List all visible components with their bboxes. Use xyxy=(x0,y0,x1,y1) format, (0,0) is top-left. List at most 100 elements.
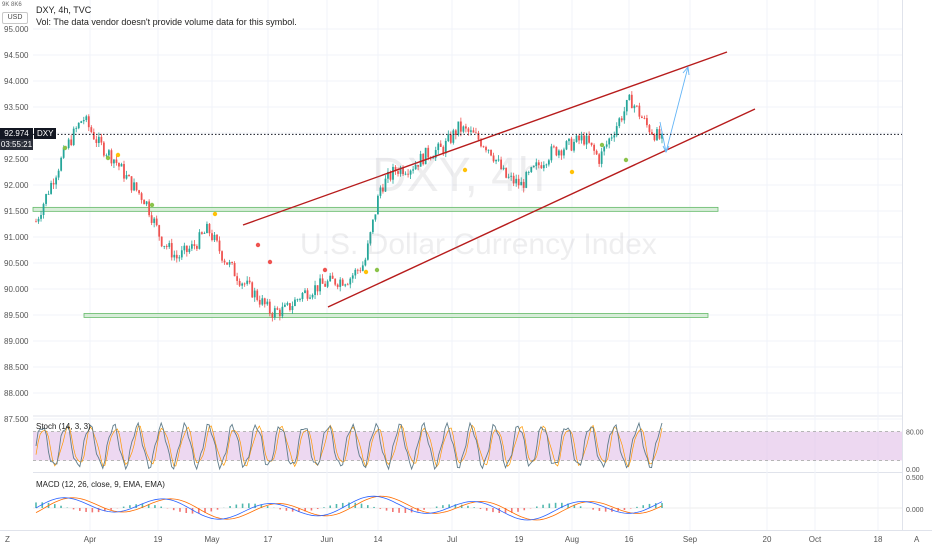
macd-histogram-bar xyxy=(661,503,663,508)
macd-histogram-bar xyxy=(599,508,601,511)
candle-body xyxy=(60,158,62,171)
time-tick-label: Sep xyxy=(683,535,698,544)
volume-note: Vol: The data vendor doesn't provide vol… xyxy=(36,17,297,27)
macd-histogram-bar xyxy=(655,503,657,508)
macd-histogram-bar xyxy=(329,506,331,508)
candle-body xyxy=(38,219,40,222)
candle-body xyxy=(176,255,178,259)
macd-histogram-bar xyxy=(442,505,444,508)
candle-body xyxy=(601,151,603,163)
candle-body xyxy=(573,142,575,151)
macd-histogram-bar xyxy=(480,508,482,509)
macd-histogram-bar xyxy=(92,508,94,512)
price-tick-label: 90.000 xyxy=(4,285,29,294)
candle-body xyxy=(638,106,640,117)
candle-body xyxy=(294,300,296,306)
macd-histogram-bar xyxy=(580,506,582,508)
stoch-axis-label: 0.00 xyxy=(906,467,920,474)
macd-histogram-bar xyxy=(624,508,626,510)
macd-histogram-bar xyxy=(173,508,175,510)
candle-body xyxy=(473,130,475,132)
macd-label[interactable]: MACD (12, 26, close, 9, EMA, EMA) xyxy=(36,480,165,489)
time-tick-label: 16 xyxy=(625,535,634,544)
candle-body xyxy=(88,116,90,127)
current-price-badge: 92.974 xyxy=(0,128,33,139)
stoch-label[interactable]: Stoch (14, 3, 3) xyxy=(36,422,91,431)
candle-body xyxy=(219,241,221,252)
signal-dot xyxy=(570,170,574,174)
macd-histogram-bar xyxy=(636,507,638,508)
time-tick-label: 17 xyxy=(264,535,273,544)
candle-body xyxy=(287,303,289,305)
candle-body xyxy=(586,136,588,145)
candle-body xyxy=(289,303,291,310)
signal-dot xyxy=(256,243,260,247)
candle-body xyxy=(143,200,145,204)
candle-body xyxy=(121,164,123,166)
candle-body xyxy=(264,298,266,304)
candle-body xyxy=(193,244,195,246)
symbol-title[interactable]: DXY, 4h, TVC xyxy=(36,5,91,15)
price-tick-label: 95.000 xyxy=(4,25,29,34)
candle-body xyxy=(53,183,55,184)
candle-body xyxy=(151,215,153,223)
macd-histogram-bar xyxy=(398,508,400,513)
macd-histogram-bar xyxy=(392,508,394,512)
macd-histogram-bar xyxy=(423,508,425,510)
macd-histogram-bar xyxy=(517,508,519,512)
symbol-badge: DXY xyxy=(34,128,56,139)
candle-body xyxy=(58,171,60,178)
candle-body xyxy=(561,151,563,156)
candle-body xyxy=(70,140,72,145)
signal-dot xyxy=(624,158,628,162)
candle-body xyxy=(596,151,598,154)
macd-histogram-bar xyxy=(555,503,557,508)
candle-body xyxy=(274,308,276,317)
macd-histogram-bar xyxy=(73,508,75,509)
candle-body xyxy=(239,281,241,286)
price-tick-label: 94.000 xyxy=(4,77,29,86)
candle-body xyxy=(50,183,52,194)
candle-body xyxy=(603,147,605,152)
candle-body xyxy=(312,295,314,297)
time-tick-label: May xyxy=(204,535,219,544)
price-tick-label: 89.500 xyxy=(4,311,29,320)
candle-body xyxy=(339,280,341,287)
candle-body xyxy=(206,224,208,233)
candle-body xyxy=(307,290,309,298)
candle-body xyxy=(48,194,50,195)
candle-body xyxy=(631,95,633,108)
candle-body xyxy=(244,284,246,285)
candle-body xyxy=(462,126,464,131)
time-tick-label: Jul xyxy=(447,535,457,544)
candle-body xyxy=(231,262,233,263)
candle-body xyxy=(153,219,155,223)
price-tick-label: 89.000 xyxy=(4,337,29,346)
macd-histogram-bar xyxy=(361,504,363,508)
candle-body xyxy=(558,151,560,156)
stoch-axis-label: 80.00 xyxy=(906,430,924,437)
price-tick-label: 92.500 xyxy=(4,155,29,164)
macd-histogram-bar xyxy=(523,508,525,510)
signal-dot xyxy=(150,203,154,207)
candle-body xyxy=(606,144,608,146)
candle-body xyxy=(322,278,324,283)
macd-histogram-bar xyxy=(486,508,488,511)
macd-histogram-bar xyxy=(592,508,594,510)
candle-body xyxy=(229,262,231,265)
candle-body xyxy=(440,144,442,147)
price-tick-label: 94.500 xyxy=(4,51,29,60)
candle-body xyxy=(271,314,273,318)
candle-body xyxy=(168,243,170,247)
candle-body xyxy=(90,127,92,132)
candle-body xyxy=(78,123,80,128)
support-zone xyxy=(84,313,708,317)
candle-body xyxy=(591,143,593,145)
macd-histogram-bar xyxy=(323,507,325,508)
currency-selector[interactable]: USD xyxy=(2,12,28,24)
candle-body xyxy=(374,214,376,219)
candle-body xyxy=(332,276,334,279)
